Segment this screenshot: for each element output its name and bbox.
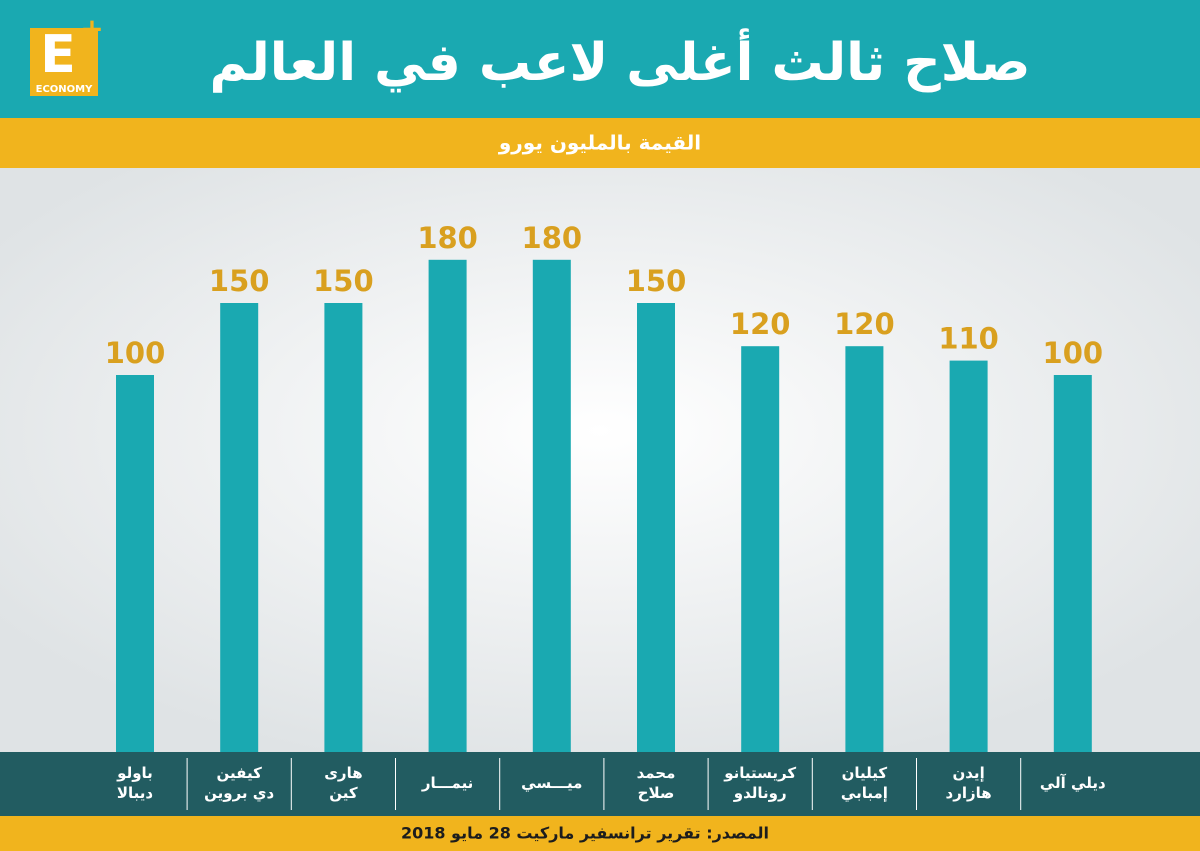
chart-title: صلاح ثالث أغلى لاعب في العالم xyxy=(209,28,1030,93)
bar xyxy=(949,360,988,752)
value-label: 150 xyxy=(209,264,270,298)
bar xyxy=(532,259,571,752)
source-note: المصدر: تقرير ترانسفير ماركيت 28 مايو 20… xyxy=(401,824,769,843)
logo-letter: E xyxy=(40,25,76,85)
value-label: 100 xyxy=(1043,336,1104,370)
category-label: ديلي آلي xyxy=(1039,774,1106,792)
chart-subtitle: القيمة بالمليون يورو xyxy=(498,131,701,155)
names-band xyxy=(0,752,1200,816)
bar xyxy=(116,375,154,752)
category-label: كريستيانو رونالدو xyxy=(724,764,797,802)
category-label: هارى كين xyxy=(324,764,363,802)
value-label: 120 xyxy=(730,307,791,341)
bar xyxy=(324,303,363,752)
value-label: 120 xyxy=(834,307,895,341)
value-label: 100 xyxy=(105,336,166,370)
source-band xyxy=(0,816,1200,851)
value-label: 150 xyxy=(626,264,687,298)
value-label: 150 xyxy=(313,264,374,298)
category-label: محمد صلاح xyxy=(636,764,676,802)
plot-background xyxy=(0,168,1200,752)
logo-box xyxy=(30,28,98,96)
value-label: 110 xyxy=(938,322,999,356)
bar xyxy=(845,346,884,752)
bar xyxy=(637,303,675,752)
bar xyxy=(220,303,259,752)
value-label: 180 xyxy=(522,221,583,255)
category-label: كيفين دي بروين xyxy=(204,764,275,802)
subtitle-band xyxy=(0,118,1200,168)
category-label: إيدن هازارد xyxy=(945,764,992,802)
category-label: نيمـــار xyxy=(421,774,474,792)
bar xyxy=(428,259,467,752)
title-band xyxy=(0,0,1200,118)
category-label: كيليان إمبابي xyxy=(840,764,888,802)
value-label: 180 xyxy=(417,221,478,255)
category-label: ميـــسي xyxy=(521,774,583,792)
logo-plus: + xyxy=(80,12,103,45)
category-label: باولو ديبالا xyxy=(116,764,154,802)
bar xyxy=(741,346,780,752)
logo-name: ECONOMY xyxy=(36,84,93,95)
bar xyxy=(1053,375,1092,752)
